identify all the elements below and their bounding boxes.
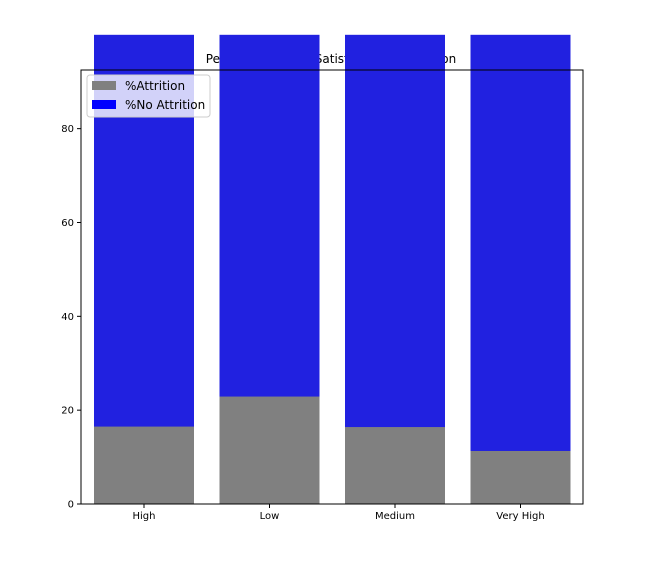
bar-attrition-medium (345, 427, 445, 504)
y-tick-label: 20 (61, 406, 74, 417)
y-tick-label: 80 (61, 124, 74, 135)
x-tick-label-very-high: Very High (496, 511, 544, 522)
bars-group (94, 34, 571, 504)
plot-frame (80, 69, 584, 505)
y-tick-label: 0 (68, 500, 74, 511)
x-tick-label-medium: Medium (375, 511, 415, 522)
legend-label-no-attrition: %No Attrition (125, 98, 205, 112)
legend-box (86, 74, 211, 118)
y-tick-label: 40 (61, 312, 74, 323)
legend: %Attrition %No Attrition (86, 74, 211, 118)
legend-label-attrition: %Attrition (125, 79, 185, 93)
bar-no-attrition-medium (345, 34, 445, 504)
bar-attrition-low (219, 396, 320, 504)
bar-attrition-very-high (470, 450, 571, 504)
x-tick-label-high: High (133, 511, 156, 522)
bar-no-attrition-very-high (470, 34, 571, 504)
bar-attrition-high (94, 426, 194, 504)
y-axis: 0 20 40 60 80 (61, 124, 81, 511)
legend-swatch-no-attrition (92, 100, 116, 109)
x-tick-label-low: Low (260, 511, 280, 522)
y-tick-label: 60 (61, 218, 74, 229)
legend-swatch-attrition (92, 81, 116, 90)
x-axis: High Low Medium Very High (133, 504, 545, 522)
